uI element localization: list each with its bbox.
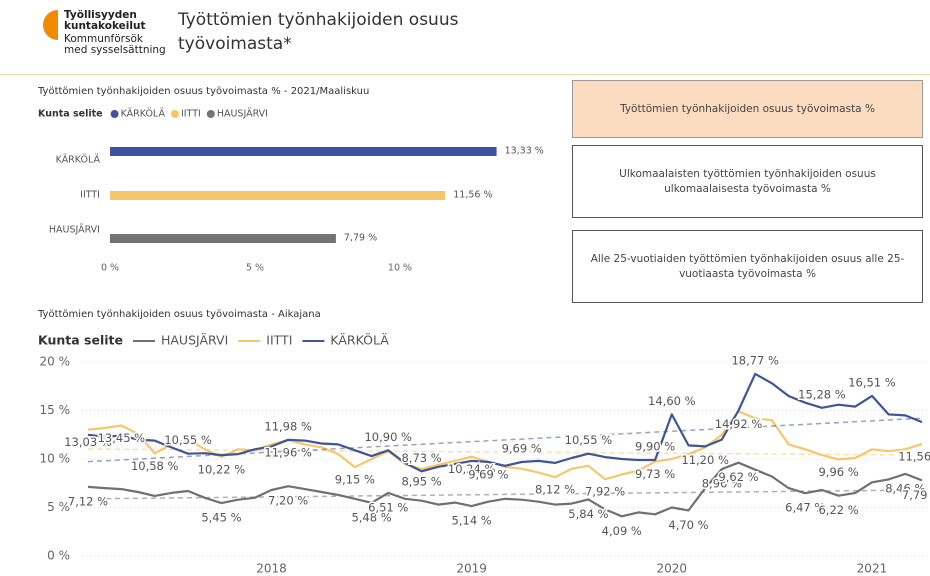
data-label: 7,20 % <box>268 494 308 508</box>
legend-title: Kunta selite <box>38 109 103 120</box>
chart-title: Työttömien työnhakijoiden osuus työvoima… <box>37 86 369 97</box>
data-label: 9,73 % <box>635 467 675 481</box>
legend-label: KÄRKÖLÄ <box>121 109 166 120</box>
legend-swatch <box>206 110 215 118</box>
data-label: 8,96 % <box>702 477 742 491</box>
data-label: 5,45 % <box>201 511 241 525</box>
data-label: 6,51 % <box>368 500 408 514</box>
data-label: 15,28 % <box>798 387 846 401</box>
logo-mark <box>43 10 58 40</box>
legend-swatch <box>110 110 119 118</box>
category-label: IITTI <box>80 190 100 201</box>
data-label: 14,92 % <box>715 417 763 431</box>
legend-label: KÄRKÖLÄ <box>330 332 389 348</box>
data-label: 10,90 % <box>364 430 412 444</box>
bar <box>110 234 336 243</box>
legend-label: HAUSJÄRVI <box>217 109 268 120</box>
data-label: 4,09 % <box>602 524 642 538</box>
data-label: 5,48 % <box>351 510 391 524</box>
data-label: 10,22 % <box>198 462 246 476</box>
data-label: 14,60 % <box>648 394 696 408</box>
data-label: 9,69 % <box>468 468 508 482</box>
data-label: 5,84 % <box>568 507 608 521</box>
data-label: 9,15 % <box>335 473 375 487</box>
legend-label: IITTI <box>181 109 201 120</box>
metric-button[interactable]: Alle 25-vuotiaiden työttömien työnhakijo… <box>572 230 923 303</box>
x-tick-label: 0 % <box>101 263 119 274</box>
series-line <box>87 372 923 473</box>
data-label: 8,73 % <box>401 451 441 465</box>
data-label: 7,79 % <box>902 488 930 502</box>
data-label: 9,90 % <box>635 439 675 453</box>
data-label: 11,56 % <box>453 190 492 201</box>
data-label: 13,45 % <box>98 431 146 445</box>
chart-title: Työttömien työnhakijoiden osuus työvoima… <box>37 309 321 320</box>
data-label: 10,58 % <box>131 459 179 473</box>
data-label: 7,92 % <box>585 485 625 499</box>
logo-text: Kommunförsök <box>64 33 143 45</box>
y-tick-label: 10 % <box>40 452 71 466</box>
data-label: 10,24 % <box>448 462 496 476</box>
data-label: 4,70 % <box>668 518 708 532</box>
x-tick-label: 2019 <box>456 562 487 576</box>
legend-label: HAUSJÄRVI <box>161 333 228 348</box>
data-label: 6,22 % <box>818 503 858 517</box>
legend-swatch <box>170 110 179 118</box>
metric-button[interactable]: Työttömien työnhakijoiden osuus työvoima… <box>572 80 923 138</box>
data-label: 9,96 % <box>818 465 858 479</box>
data-label: 8,95 % <box>401 475 441 489</box>
data-label: 13,33 % <box>505 146 544 157</box>
data-label: 18,77 % <box>731 353 779 367</box>
y-tick-label: 0 % <box>47 549 70 563</box>
trend-line <box>87 448 923 456</box>
logo-text: kuntakokeilut <box>64 20 146 32</box>
data-label: 5,14 % <box>452 514 492 528</box>
y-tick-label: 5 % <box>47 500 70 514</box>
data-label: 9,62 % <box>718 470 758 484</box>
data-label: 8,46 % <box>885 481 925 495</box>
category-label: KÄRKÖLÄ <box>56 155 101 166</box>
data-label: 11,20 % <box>681 453 729 467</box>
data-label: 7,12 % <box>68 494 108 508</box>
bar <box>110 147 497 156</box>
data-label: 11,98 % <box>264 419 312 433</box>
logo-text: med sysselsättning <box>64 44 166 56</box>
legend-label: IITTI <box>266 333 292 348</box>
data-label: 10,55 % <box>565 433 613 447</box>
x-tick-label: 2020 <box>657 562 688 576</box>
data-label: 11,56 % <box>898 449 930 463</box>
x-tick-label: 2018 <box>256 562 287 576</box>
data-label: 8,12 % <box>535 483 575 497</box>
x-tick-label: 10 % <box>388 263 412 274</box>
legend-title: Kunta selite <box>38 333 123 348</box>
page-title: Työttömien työnhakijoiden osuus työvoima… <box>178 10 459 54</box>
data-label: 7,79 % <box>344 233 377 244</box>
metric-button[interactable]: Ulkomaalaisten työttömien työnhakijoiden… <box>572 145 923 218</box>
data-label: 6,47 % <box>785 501 825 515</box>
header: Työllisyyden kuntakokeilut Kommunförsök … <box>0 0 930 75</box>
category-label: HAUSJÄRVI <box>49 225 100 236</box>
x-tick-label: 5 % <box>246 263 264 274</box>
bar <box>110 191 446 200</box>
logo-text: Työllisyyden <box>64 9 137 21</box>
series-line <box>87 461 923 518</box>
x-tick-label: 2021 <box>857 562 888 576</box>
y-tick-label: 15 % <box>40 403 71 417</box>
data-label: 13,03 % <box>64 435 112 449</box>
data-label: 11,96 % <box>264 445 312 459</box>
y-tick-label: 20 % <box>40 355 71 369</box>
data-label: 10,55 % <box>164 433 212 447</box>
data-label: 16,51 % <box>848 375 896 389</box>
data-label: 9,69 % <box>502 442 542 456</box>
trend-line <box>87 489 923 500</box>
